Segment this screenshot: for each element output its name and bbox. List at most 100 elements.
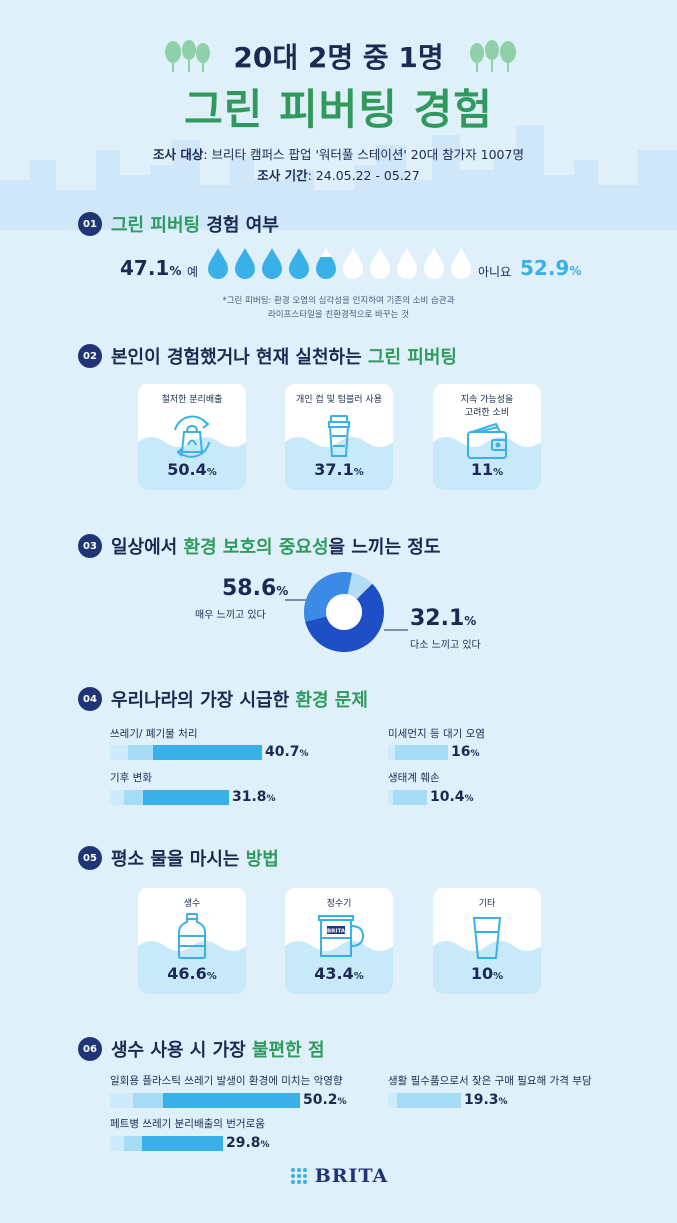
water-drop-mark: [235, 248, 255, 279]
practice-card-sustainable-consumption: 지속 가능성을 고려한 소비 11%: [433, 384, 541, 490]
section-title: 생수 사용 시 가장 불편한 점: [111, 1040, 325, 1061]
water-drop-mark: [208, 248, 228, 279]
bar-value-label: 50.2%: [303, 1092, 347, 1108]
card-label: 정수기: [326, 899, 352, 909]
drinking-card-other: 기타 10%: [433, 888, 541, 994]
section-number: 04: [78, 687, 102, 711]
water-drop-mark: [451, 248, 471, 279]
bar-category-label: 미세먼지 등 대기 오염: [388, 728, 485, 740]
brand-name: BRITA: [314, 1165, 389, 1187]
pitcher-brand-text: BRITA: [327, 929, 346, 935]
card-value: 46.6%: [167, 964, 217, 983]
card-label: 기타: [478, 899, 496, 909]
bar-value-label: 29.8%: [226, 1135, 270, 1151]
water-drop-pictogram: [208, 248, 471, 279]
donut-slice: [305, 583, 384, 652]
water-drop-mark: [289, 248, 309, 279]
bar-mark: [388, 1093, 461, 1108]
somewhat-label: 다소 느끼고 있다: [410, 640, 481, 651]
section-06-header: 06 생수 사용 시 가장 불편한 점: [78, 1036, 325, 1062]
bar-value-label: 10.4%: [430, 789, 474, 805]
survey-target-label: 조사 대상: [153, 147, 204, 162]
glass-icon: [472, 917, 502, 959]
water-drop-mark: [316, 248, 336, 279]
page-title-line1: 20대 2명 중 1명: [233, 41, 444, 74]
recycle-bag-icon: [174, 415, 210, 458]
leader-line: [285, 599, 309, 601]
definition-note-line2: 라이프스타일을 친환경적으로 바꾸는 것: [267, 310, 410, 320]
no-label: 아니요: [478, 265, 512, 279]
somewhat-value: 32.1%: [410, 606, 477, 631]
very-much-label: 매우 느끼고 있다: [195, 610, 266, 621]
survey-target: 조사 대상: 브리타 캠퍼스 팝업 '워터풀 스테이션' 20대 참가자 100…: [0, 144, 677, 163]
bar-value-label: 40.7%: [265, 744, 309, 760]
yes-label: 예: [187, 265, 199, 279]
water-drop-mark: [262, 248, 282, 279]
card-value: 11%: [470, 460, 504, 479]
survey-period-value: : 24.05.22 - 05.27: [307, 168, 420, 183]
section-number: 02: [78, 344, 102, 368]
bar-category-label: 일회용 플라스틱 쓰레기 발생이 환경에 미치는 악영향: [110, 1075, 343, 1087]
leader-line: [384, 629, 408, 631]
tree-icon: [470, 40, 516, 72]
section-number: 06: [78, 1037, 102, 1061]
water-drop-mark: [343, 248, 363, 279]
card-label: 생수: [183, 899, 201, 909]
brita-logo-icon: [290, 1168, 307, 1184]
bar-category-label: 생활 필수품으로서 잦은 구매 필요해 가격 부담: [388, 1075, 592, 1087]
bar-mark: [110, 1093, 300, 1108]
page-title-line2: 그린 피버팅 경험: [184, 85, 493, 134]
section-title: 본인이 경험했거나 현재 실천하는 그린 피버팅: [111, 347, 457, 368]
definition-note-line1: *그린 피버팅: 환경 오염의 심각성을 인지하여 기존의 소비 습관과: [222, 296, 455, 306]
bar-value-label: 16%: [451, 744, 480, 760]
section-number: 05: [78, 846, 102, 870]
section-03-header: 03 일상에서 환경 보호의 중요성을 느끼는 정도: [78, 533, 440, 559]
card-value: 50.4%: [167, 460, 217, 479]
practice-card-tumbler: 개인 컵 및 텀블러 사용 37.1%: [285, 384, 393, 490]
very-much-value: 58.6%: [222, 576, 289, 601]
water-drop-mark: [424, 248, 444, 279]
no-value: 52.9%: [520, 256, 582, 280]
section-01-header: 01 그린 피버팅 경험 여부: [78, 211, 279, 237]
drinking-card-bottled-water: 생수 46.6%: [138, 888, 246, 994]
donut-chart: [304, 572, 384, 652]
section-title: 일상에서 환경 보호의 중요성을 느끼는 정도: [111, 537, 441, 558]
filter-pitcher-icon: BRITA: [318, 915, 365, 957]
bar-category-label: 페트병 쓰레기 분리배출의 번거로움: [110, 1118, 265, 1130]
tumbler-icon: [328, 415, 350, 457]
section-04-header: 04 우리나라의 가장 시급한 환경 문제: [78, 686, 368, 712]
section-02-header: 02 본인이 경험했거나 현재 실천하는 그린 피버팅: [78, 343, 457, 369]
bar-mark: [110, 790, 229, 805]
yes-value: 47.1%: [120, 256, 182, 280]
bar-category-label: 쓰레기/ 폐기물 처리: [110, 728, 198, 740]
bar-value-label: 31.8%: [232, 789, 276, 805]
section-number: 01: [78, 212, 102, 236]
water-bottle-icon: [178, 913, 206, 959]
bar-category-label: 기후 변화: [110, 772, 152, 784]
bar-mark: [110, 1136, 223, 1151]
city-skyline-background: [0, 125, 677, 230]
drinking-card-water-purifier: 정수기 BRITA 43.4%: [285, 888, 393, 994]
section-title: 평소 물을 마시는 방법: [111, 849, 279, 870]
section-number: 03: [78, 534, 102, 558]
card-value: 43.4%: [314, 964, 364, 983]
donut-slice: [304, 572, 352, 622]
bar-value-label: 19.3%: [464, 1092, 508, 1108]
bar-category-label: 생태계 훼손: [388, 772, 440, 784]
bar-mark: [110, 745, 262, 760]
section-title: 우리나라의 가장 시급한 환경 문제: [111, 690, 368, 711]
survey-target-value: : 브리타 캠퍼스 팝업 '워터풀 스테이션' 20대 참가자 1007명: [203, 147, 524, 162]
practice-card-recycling: 철저한 분리배출 50.4%: [138, 384, 246, 490]
card-value: 37.1%: [314, 460, 364, 479]
section-title: 그린 피버팅 경험 여부: [111, 215, 279, 236]
card-label: 개인 컵 및 텀블러 사용: [296, 395, 382, 405]
survey-period: 조사 기간: 24.05.22 - 05.27: [0, 165, 677, 184]
water-drop-mark: [397, 248, 417, 279]
water-drop-mark: [370, 248, 390, 279]
bar-mark: [388, 790, 427, 805]
card-label: 철저한 분리배출: [161, 395, 223, 405]
bar-mark: [388, 745, 448, 760]
brand-logo: BRITA: [0, 1165, 677, 1187]
section-05-header: 05 평소 물을 마시는 방법: [78, 845, 279, 871]
